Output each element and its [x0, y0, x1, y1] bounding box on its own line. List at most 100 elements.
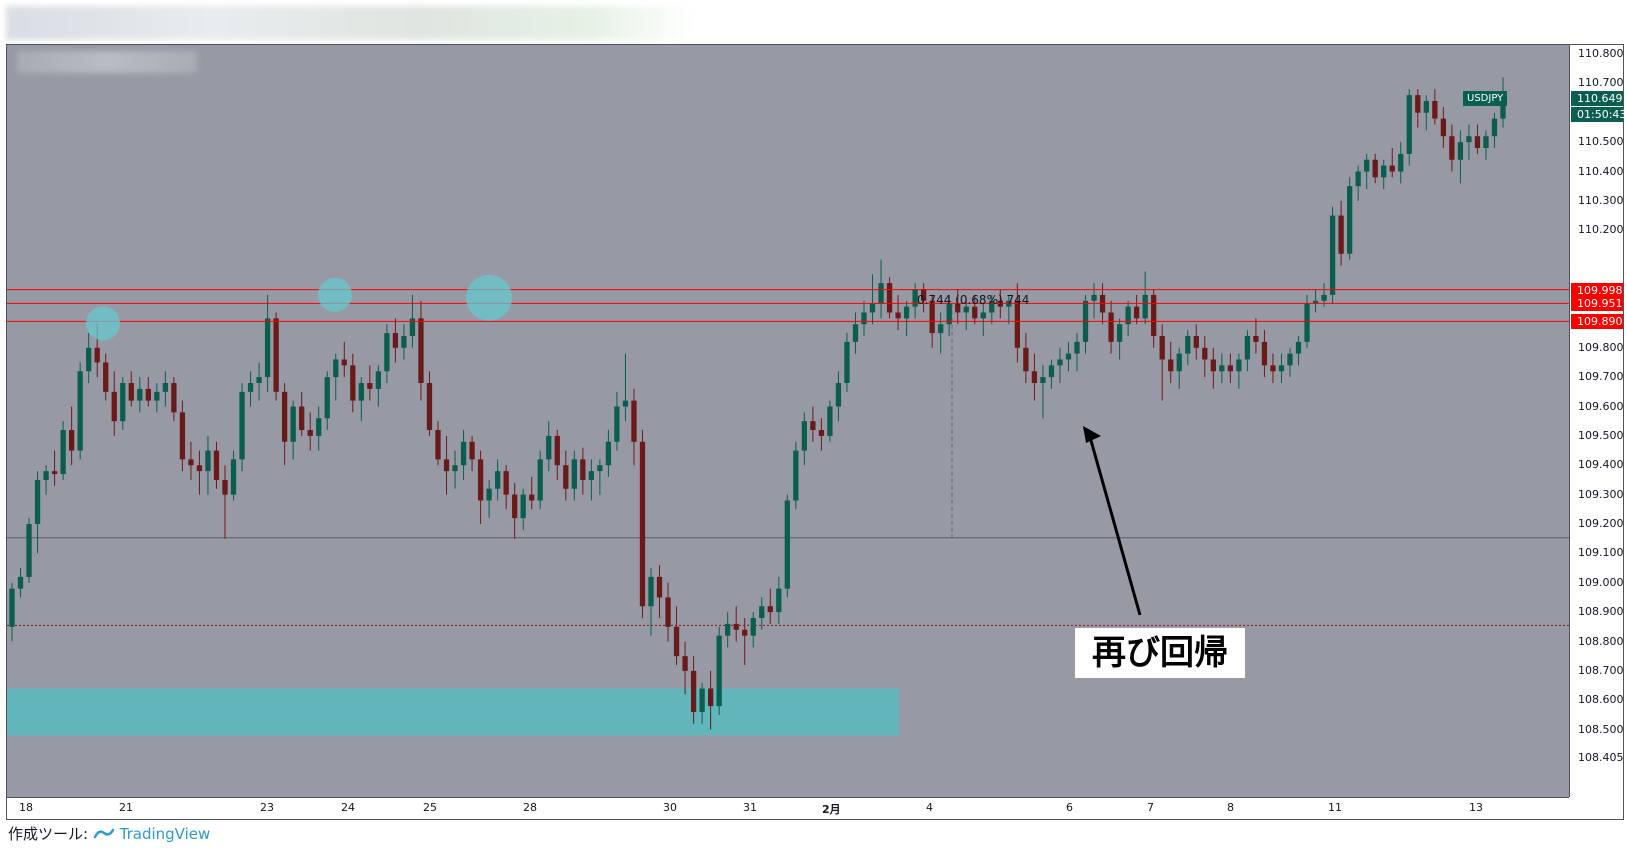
candle-body	[1270, 365, 1276, 372]
candle-body	[895, 312, 901, 319]
candle-body	[1389, 165, 1395, 172]
candle-body	[1312, 300, 1319, 304]
candle-body	[793, 450, 799, 501]
candle-body	[1346, 186, 1353, 254]
candle-body	[154, 391, 160, 401]
plot-area[interactable]: 0.744 (0.68%) 744 再び回帰 USDJPY	[7, 45, 1569, 797]
time-axis[interactable]: 18 21 23 24 25 28 30 31 2月 4 6 7 8 11 13	[7, 797, 1569, 819]
candle-body	[801, 421, 808, 451]
candle-body	[1108, 312, 1114, 342]
time-tick-label: 28	[523, 801, 537, 814]
candle-body	[443, 459, 450, 472]
price-tick-label: 110.800	[1578, 47, 1624, 60]
candle-body	[128, 383, 134, 401]
annotation-text: 再び回帰	[1075, 628, 1245, 678]
candle-body	[333, 359, 339, 378]
time-tick-label: 4	[926, 801, 933, 814]
candle-body	[1176, 353, 1182, 372]
measure-label: 0.744 (0.68%) 744	[917, 293, 1030, 307]
candle-body	[716, 635, 722, 707]
candle-body	[648, 576, 654, 607]
candle-body	[171, 383, 177, 413]
candle-body	[1372, 159, 1378, 178]
candle-body	[537, 459, 543, 501]
candle-body	[1210, 359, 1216, 372]
candle-body	[1329, 215, 1336, 295]
candle-body	[1014, 300, 1021, 348]
candle-body	[1227, 365, 1234, 372]
candle-body	[1236, 359, 1242, 372]
circled-high-marker	[318, 277, 352, 312]
price-tick-label: 108.500	[1578, 722, 1624, 736]
price-tick-label: 110.300	[1578, 193, 1624, 207]
price-tick-label: 110.700	[1578, 76, 1624, 90]
footer-prefix: 作成ツール:	[8, 825, 89, 843]
candle-body	[699, 688, 705, 712]
candle-body	[1023, 347, 1029, 372]
candle-body	[963, 306, 969, 313]
candle-body	[222, 479, 228, 495]
support-zone	[7, 688, 899, 736]
candle-body	[1457, 142, 1464, 160]
price-tick-label: 109.300	[1578, 487, 1624, 501]
candle-body	[367, 383, 373, 389]
price-axis[interactable]: 110.800 110.700 110.500 110.400 110.300 110.2…	[1569, 45, 1626, 797]
candle-body	[1040, 377, 1046, 383]
candle-body	[972, 306, 978, 319]
candle-body	[401, 336, 407, 348]
candle-body	[571, 459, 577, 489]
candle-body	[656, 576, 663, 598]
candle-body	[852, 324, 859, 342]
candle-body	[1338, 215, 1344, 254]
candle-body	[486, 488, 492, 501]
candle-body	[563, 465, 569, 489]
price-tick-label: 108.900	[1578, 605, 1624, 619]
candle-body	[230, 459, 237, 495]
candle-body	[1133, 306, 1140, 319]
candle-body	[9, 588, 15, 627]
candlestick-chart	[7, 77, 1569, 736]
candle-body	[1398, 153, 1404, 172]
footer-brand[interactable]: TradingView	[119, 825, 211, 843]
candle-body	[188, 459, 194, 466]
candle-body	[196, 465, 203, 472]
candle-body	[1287, 353, 1293, 366]
candle-body	[86, 347, 92, 372]
candle-body	[1423, 101, 1429, 113]
candle-body	[690, 670, 697, 712]
candle-body	[1381, 165, 1387, 178]
time-tick-label: 7	[1147, 801, 1154, 814]
price-tick-label: 109.000	[1578, 575, 1624, 589]
level-price-tag: 109.951	[1571, 296, 1623, 312]
candle-body	[281, 391, 288, 442]
candle-body	[418, 318, 424, 383]
candle-body	[1219, 365, 1225, 372]
time-tick-label: 18	[19, 801, 33, 814]
time-tick-label: 30	[663, 801, 677, 814]
candle-body	[767, 606, 773, 613]
candle-body	[861, 312, 867, 325]
candle-body	[384, 333, 390, 372]
candle-body	[554, 435, 560, 466]
price-tick-label: 110.400	[1578, 164, 1624, 178]
candle-body	[409, 318, 416, 336]
candle-body	[435, 430, 441, 460]
candle-body	[784, 500, 790, 589]
price-tick-label: 109.700	[1578, 370, 1624, 384]
candle-body	[137, 388, 143, 401]
candle-body	[903, 306, 910, 319]
time-tick-label: 24	[341, 801, 355, 814]
candle-body	[452, 465, 458, 472]
candle-body	[145, 388, 151, 401]
candle-body	[1415, 95, 1421, 113]
time-tick-label: 2月	[822, 803, 841, 816]
candle-body	[103, 362, 109, 392]
candle-body	[665, 597, 671, 627]
candle-body	[477, 459, 484, 501]
candle-body	[392, 333, 399, 348]
time-tick-label: 13	[1469, 801, 1483, 814]
arrow-head	[1083, 426, 1101, 443]
candle-body	[316, 418, 322, 436]
candle-body	[1432, 101, 1438, 119]
candle-body	[520, 494, 526, 519]
